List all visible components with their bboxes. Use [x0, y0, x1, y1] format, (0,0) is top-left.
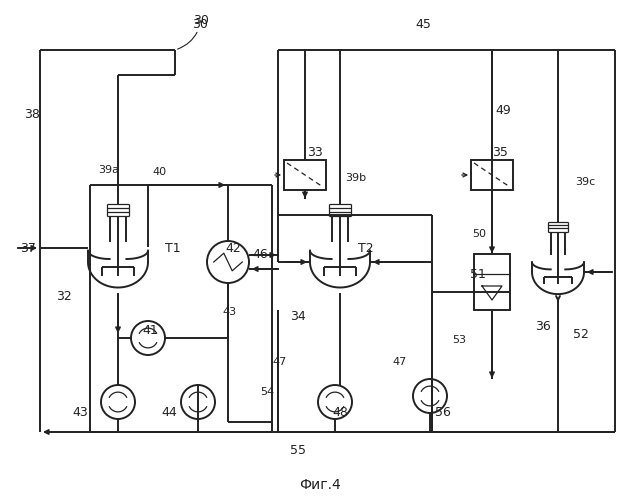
Text: 43: 43: [72, 406, 88, 418]
Text: 41: 41: [142, 324, 157, 336]
Text: 37: 37: [20, 242, 36, 254]
Text: 49: 49: [495, 104, 511, 117]
Text: 35: 35: [492, 146, 508, 158]
Text: 55: 55: [290, 444, 306, 456]
Text: 34: 34: [290, 310, 306, 322]
Text: 47: 47: [392, 357, 406, 367]
Text: Фиг.4: Фиг.4: [299, 478, 341, 492]
Bar: [471, 160, 513, 190]
Text: 56: 56: [435, 406, 451, 418]
Text: 52: 52: [573, 328, 589, 340]
Text: 40: 40: [152, 167, 166, 177]
Text: 33: 33: [307, 146, 323, 158]
Text: 45: 45: [415, 18, 431, 30]
Text: 30: 30: [192, 18, 208, 30]
Text: 36: 36: [535, 320, 551, 332]
Text: 44: 44: [161, 406, 177, 418]
Text: 50: 50: [472, 229, 486, 239]
Text: 39c: 39c: [575, 177, 595, 187]
Text: 54: 54: [260, 387, 274, 397]
Text: 51: 51: [470, 268, 486, 280]
Text: 32: 32: [56, 290, 72, 302]
Text: 43: 43: [222, 307, 236, 317]
Text: 39b: 39b: [345, 173, 366, 183]
Text: T2: T2: [358, 242, 374, 254]
Text: 39a: 39a: [98, 165, 119, 175]
Text: 53: 53: [452, 335, 466, 345]
Text: 46: 46: [252, 248, 268, 260]
Text: 30: 30: [178, 14, 209, 49]
Text: T1: T1: [165, 242, 180, 254]
Bar: [474, 254, 510, 310]
Text: 38: 38: [24, 108, 40, 122]
Text: 42: 42: [225, 242, 241, 254]
Text: 47: 47: [272, 357, 286, 367]
Bar: [284, 160, 326, 190]
Text: 48: 48: [332, 406, 348, 418]
